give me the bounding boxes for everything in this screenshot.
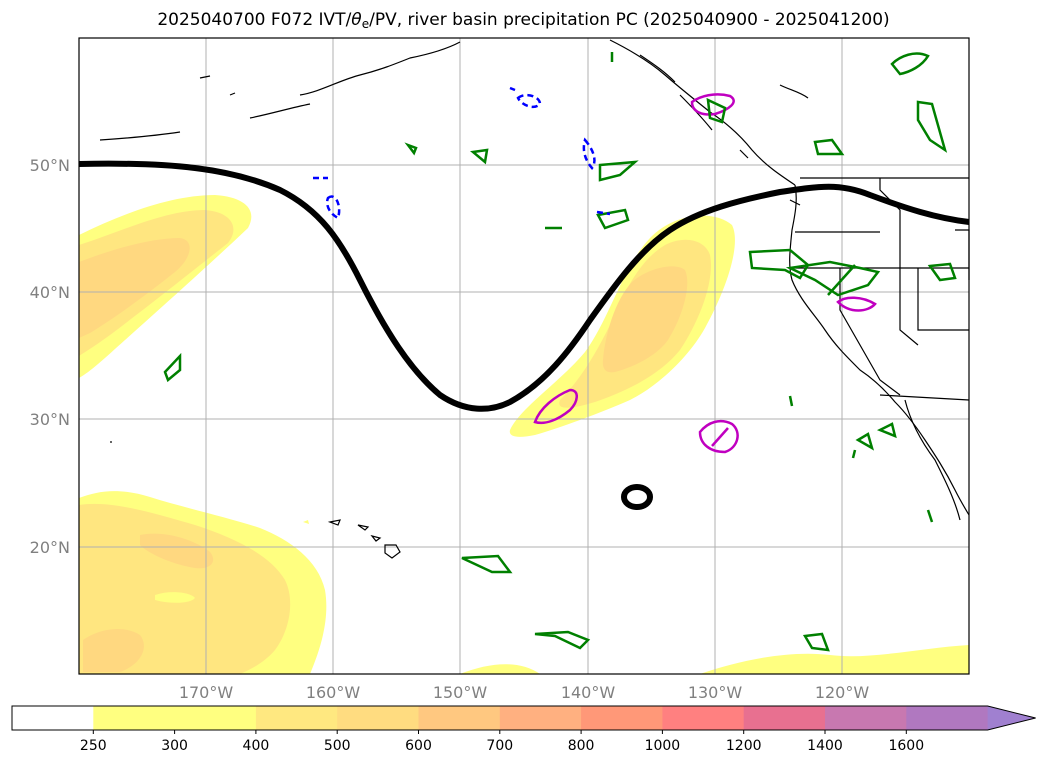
colorbar-tick-label: 300 [161,738,188,754]
colorbar-segment [337,706,419,730]
colorbar-segment [12,706,94,730]
pv-closed-contour [621,484,653,510]
map-panel [78,37,970,675]
colorbar-segment [499,706,582,730]
colorbar-segment [825,706,907,730]
colorbar-segment [418,706,501,730]
colorbar-tick-label: 1000 [645,738,681,754]
colorbar-segment [743,706,826,730]
lat-label: 40°N [30,283,70,302]
colorbar-tick-label: 700 [486,738,513,754]
colorbar-tick-label: 800 [568,738,595,754]
lon-label: 150°W [433,683,488,702]
lon-label: 120°W [815,683,870,702]
ivt-shading [79,195,969,674]
colorbar-segment [581,706,663,730]
colorbar-segment [93,706,176,730]
lon-labels: 170°W 160°W 150°W 140°W 130°W 120°W [179,683,870,702]
colorbar-segment [906,706,989,730]
colorbar-extend-arrow [987,706,1036,730]
lat-labels: 50°N 40°N 30°N 20°N [30,156,70,557]
colorbar-tick-label: 1200 [726,738,762,754]
lon-label: 170°W [179,683,234,702]
lat-label: 30°N [30,410,70,429]
colorbar-tick-label: 600 [405,738,432,754]
colorbar-tick-label: 1400 [807,738,843,754]
colorbar-segment [174,706,257,730]
colorbar-tick-label: 400 [243,738,270,754]
blue-dashed-contours [313,86,611,220]
colorbar-tick-label: 250 [80,738,107,754]
colorbar-segment [255,706,338,730]
map-title: 2025040700 F072 IVT/θe/PV, river basin p… [157,10,890,31]
lat-label: 50°N [30,156,70,175]
lon-label: 140°W [561,683,616,702]
magenta-contours [533,93,877,454]
lon-label: 130°W [688,683,743,702]
lat-label: 20°N [30,538,70,557]
colorbar-tick-label: 500 [324,738,351,754]
colorbar-segment [662,706,745,730]
pv-contour [78,160,970,412]
green-contours [163,52,957,652]
lon-label: 160°W [306,683,361,702]
colorbar: 250 300 400 500 600 700 800 1000 1200 1400 1600 [11,705,1036,754]
colorbar-outline [11,705,1036,731]
colorbar-tick-label: 1600 [888,738,924,754]
